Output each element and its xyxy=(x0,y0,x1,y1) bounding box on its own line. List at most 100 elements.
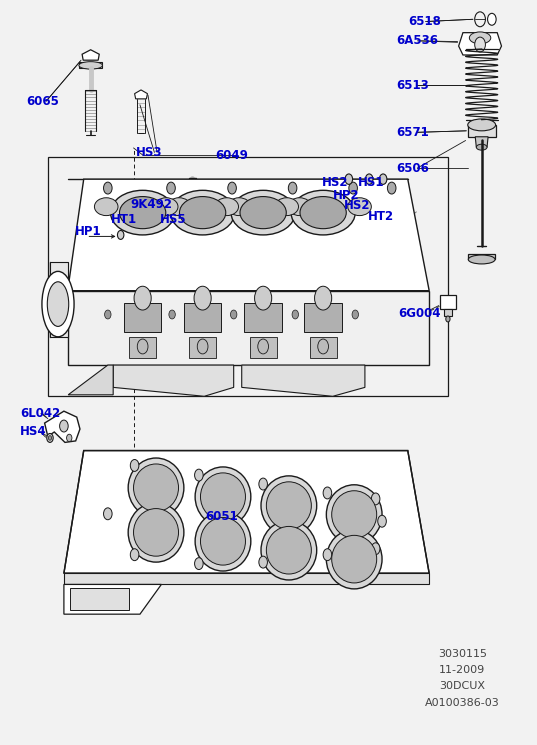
Polygon shape xyxy=(68,291,429,365)
Ellipse shape xyxy=(266,482,311,530)
Polygon shape xyxy=(135,90,148,99)
FancyBboxPatch shape xyxy=(244,303,282,332)
Ellipse shape xyxy=(468,255,495,264)
Ellipse shape xyxy=(170,190,235,235)
Ellipse shape xyxy=(315,286,332,310)
FancyBboxPatch shape xyxy=(189,337,216,358)
Polygon shape xyxy=(64,451,429,573)
Ellipse shape xyxy=(387,182,396,194)
Text: 6L042: 6L042 xyxy=(20,407,60,420)
Text: 6571: 6571 xyxy=(396,126,429,139)
Ellipse shape xyxy=(352,310,359,319)
Ellipse shape xyxy=(118,230,124,239)
Ellipse shape xyxy=(326,530,382,589)
Ellipse shape xyxy=(167,197,191,215)
Text: 6513: 6513 xyxy=(396,79,429,92)
Ellipse shape xyxy=(475,37,485,52)
Ellipse shape xyxy=(259,478,267,490)
Text: 6A536: 6A536 xyxy=(396,34,438,48)
Ellipse shape xyxy=(230,310,237,319)
Ellipse shape xyxy=(228,182,236,194)
Ellipse shape xyxy=(155,197,178,215)
Polygon shape xyxy=(68,365,113,395)
Ellipse shape xyxy=(372,543,380,555)
Text: HS2: HS2 xyxy=(322,177,349,189)
Text: HS1: HS1 xyxy=(358,177,384,189)
Ellipse shape xyxy=(326,485,382,545)
Ellipse shape xyxy=(194,558,203,570)
Polygon shape xyxy=(68,179,429,291)
Ellipse shape xyxy=(332,536,376,583)
Text: A0100386-03: A0100386-03 xyxy=(425,697,500,708)
Text: HP1: HP1 xyxy=(75,225,101,238)
Text: 6506: 6506 xyxy=(396,162,429,174)
Ellipse shape xyxy=(476,145,487,150)
FancyBboxPatch shape xyxy=(70,588,129,610)
Ellipse shape xyxy=(266,527,311,574)
Ellipse shape xyxy=(169,310,175,319)
Text: 6049: 6049 xyxy=(215,149,248,162)
Ellipse shape xyxy=(194,469,203,481)
Ellipse shape xyxy=(47,282,69,326)
Ellipse shape xyxy=(348,197,372,215)
Ellipse shape xyxy=(349,182,358,194)
Text: 3030115: 3030115 xyxy=(438,649,487,659)
Ellipse shape xyxy=(366,174,373,184)
Ellipse shape xyxy=(134,464,178,512)
Ellipse shape xyxy=(105,310,111,319)
Text: HP2: HP2 xyxy=(333,189,359,202)
Ellipse shape xyxy=(137,339,148,354)
Polygon shape xyxy=(468,125,496,137)
Polygon shape xyxy=(64,584,162,614)
Text: HS5: HS5 xyxy=(161,213,187,226)
Ellipse shape xyxy=(345,174,353,184)
Ellipse shape xyxy=(200,473,245,521)
Ellipse shape xyxy=(42,271,74,337)
Polygon shape xyxy=(459,33,502,55)
Ellipse shape xyxy=(215,197,238,215)
Ellipse shape xyxy=(378,516,386,527)
Ellipse shape xyxy=(47,434,53,443)
Ellipse shape xyxy=(261,521,317,580)
Ellipse shape xyxy=(323,549,332,561)
Ellipse shape xyxy=(468,119,496,131)
Ellipse shape xyxy=(120,197,166,229)
Polygon shape xyxy=(475,137,488,148)
Ellipse shape xyxy=(134,286,151,310)
FancyBboxPatch shape xyxy=(250,337,277,358)
Text: HS3: HS3 xyxy=(136,146,162,159)
Ellipse shape xyxy=(130,460,139,472)
Ellipse shape xyxy=(288,197,311,215)
Ellipse shape xyxy=(128,458,184,518)
Ellipse shape xyxy=(166,182,175,194)
Ellipse shape xyxy=(469,32,491,44)
Ellipse shape xyxy=(275,197,299,215)
Polygon shape xyxy=(82,50,99,60)
Ellipse shape xyxy=(332,491,376,539)
Ellipse shape xyxy=(104,508,112,520)
FancyBboxPatch shape xyxy=(129,337,156,358)
FancyBboxPatch shape xyxy=(184,303,221,332)
Ellipse shape xyxy=(195,467,251,527)
Text: 6051: 6051 xyxy=(205,510,238,523)
Ellipse shape xyxy=(95,197,118,215)
Ellipse shape xyxy=(111,190,175,235)
Ellipse shape xyxy=(258,339,268,354)
Ellipse shape xyxy=(200,518,245,565)
Polygon shape xyxy=(64,573,429,584)
Ellipse shape xyxy=(291,190,355,235)
Text: 9K492: 9K492 xyxy=(130,198,172,211)
Ellipse shape xyxy=(318,339,329,354)
Ellipse shape xyxy=(194,286,211,310)
Ellipse shape xyxy=(292,310,299,319)
Polygon shape xyxy=(242,365,365,396)
Ellipse shape xyxy=(261,476,317,536)
Text: 30DCUX: 30DCUX xyxy=(439,682,485,691)
Ellipse shape xyxy=(446,316,450,322)
Ellipse shape xyxy=(195,512,251,571)
Ellipse shape xyxy=(255,286,272,310)
Ellipse shape xyxy=(488,13,496,25)
Text: HS4: HS4 xyxy=(20,425,47,439)
Ellipse shape xyxy=(134,509,178,557)
Text: 6065: 6065 xyxy=(26,95,59,107)
